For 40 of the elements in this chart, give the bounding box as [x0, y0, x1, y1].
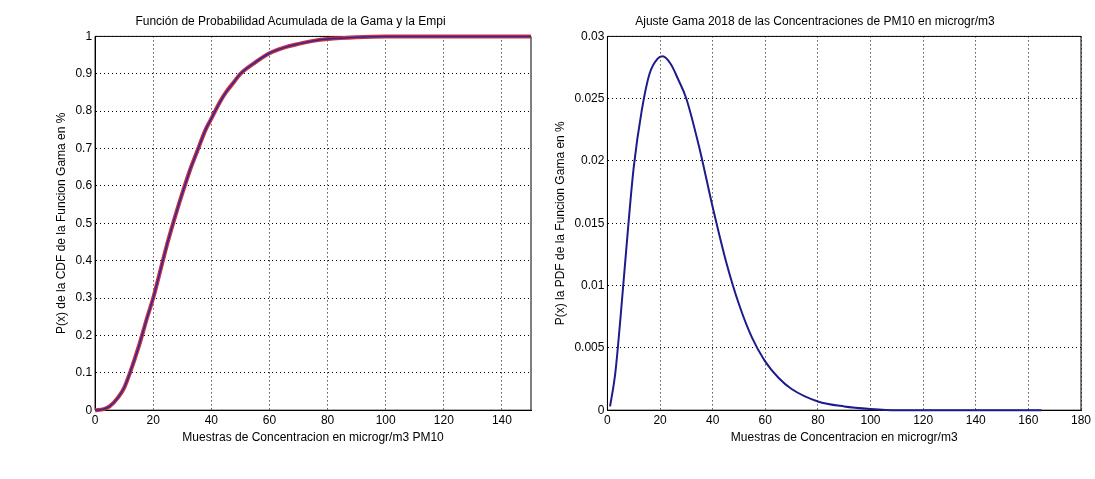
x-tick-label: 60	[262, 412, 277, 427]
y-tick-label: 0	[85, 402, 93, 417]
x-tick-label: 100	[375, 412, 397, 427]
chart-title: Función de Probabilidad Acumulada de la Gama y la Empi	[135, 13, 446, 28]
x-tick-label: 160	[1018, 412, 1039, 427]
x-axis-title: Muestras de Concentracion en microgr/m3 PM10	[182, 430, 445, 445]
y-tick-label: 0.005	[574, 340, 605, 355]
y-axis-title: P(x) de la CDF de la Funcion Gama en %	[53, 112, 68, 335]
y-tick-label: 0.4	[75, 252, 93, 267]
x-tick-label: 40	[204, 412, 219, 427]
y-tick-label: 1	[85, 28, 93, 43]
y-tick-label: 0.1	[75, 365, 93, 380]
x-tick-label: 60	[758, 412, 773, 427]
y-tick-label: 0.7	[75, 140, 93, 155]
x-tick-label: 20	[653, 412, 668, 427]
y-axis-title: P(x) la PDF de la Funcion Gama en %	[552, 120, 567, 326]
x-tick-label: 20	[146, 412, 161, 427]
x-tick-label: 140	[965, 412, 987, 427]
y-tick-label: 0	[597, 402, 605, 417]
x-tick-label: 40	[705, 412, 720, 427]
x-tick-label: 180	[1070, 412, 1092, 427]
x-tick-label: 100	[860, 412, 881, 427]
x-tick-label: 80	[320, 412, 335, 427]
x-tick-label: 120	[433, 412, 455, 427]
chart-title: Ajuste Gama 2018 de las Concentraciones de PM10 en microgr/m3	[635, 13, 996, 28]
x-tick-label: 80	[811, 412, 825, 427]
y-tick-label: 0.015	[574, 215, 605, 230]
y-tick-label: 0.6	[75, 178, 93, 193]
y-tick-label: 0.5	[75, 215, 93, 230]
x-tick-label: 120	[913, 412, 934, 427]
y-tick-label: 0.9	[75, 66, 93, 81]
y-tick-label: 0.3	[75, 290, 93, 305]
y-tick-label: 0.025	[574, 91, 605, 106]
y-tick-label: 0.02	[581, 153, 605, 168]
y-tick-label: 0.2	[75, 327, 93, 342]
y-tick-label: 0.8	[75, 103, 93, 118]
x-tick-label: 140	[491, 412, 513, 427]
y-tick-label: 0.01	[581, 277, 605, 292]
x-axis-title: Muestras de Concentracion en microgr/m3	[730, 430, 958, 445]
y-tick-label: 0.03	[581, 28, 605, 43]
